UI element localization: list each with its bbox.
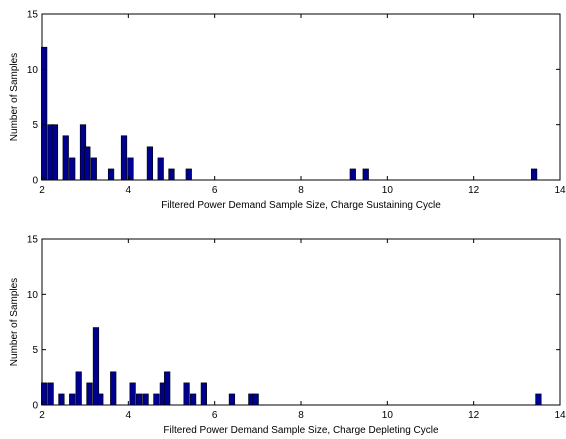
plot-area	[41, 13, 561, 181]
x-tick-label: 8	[298, 185, 304, 196]
histogram-bar	[86, 382, 93, 406]
y-tick-label: 10	[27, 65, 39, 76]
histogram-bar	[252, 393, 259, 406]
histogram-bar	[153, 393, 160, 406]
y-tick-label: 15	[27, 10, 39, 21]
x-tick-label: 2	[39, 185, 45, 196]
y-tick-label: 15	[27, 235, 39, 246]
bar-series	[41, 46, 538, 181]
histogram-bar	[183, 382, 190, 406]
histogram-bar	[168, 168, 175, 181]
y-axis-ticks: 0 5 10 15	[27, 235, 560, 412]
x-axis-ticks: 2 4 6 8 10 12 14	[39, 239, 566, 421]
histogram-bar	[535, 393, 542, 406]
histogram-bar	[47, 382, 54, 406]
histogram-bar	[362, 168, 369, 181]
x-tick-label: 10	[382, 185, 394, 196]
histogram-bar	[69, 393, 76, 406]
histogram-bar	[200, 382, 207, 406]
histogram-bar	[97, 393, 104, 406]
histogram-bar	[107, 168, 115, 181]
histogram-bar	[146, 146, 154, 181]
y-tick-label: 5	[32, 345, 38, 356]
x-tick-label: 2	[39, 410, 45, 421]
charge-depleting-histogram: 2 4 6 8 10 12 14 0 5 10 15 Filtered Power Demand …	[9, 235, 566, 437]
histogram-bar	[164, 371, 171, 406]
histogram-bar	[136, 393, 143, 406]
plot-area	[41, 238, 561, 406]
x-tick-label: 14	[554, 185, 566, 196]
y-tick-label: 0	[32, 401, 38, 412]
x-tick-label: 12	[468, 410, 480, 421]
x-tick-label: 4	[126, 410, 132, 421]
histogram-bar	[41, 46, 48, 181]
histogram-bar	[228, 393, 236, 406]
histogram-bar	[90, 157, 97, 181]
x-tick-label: 10	[382, 410, 394, 421]
histogram-bar	[157, 157, 164, 181]
histogram-bar	[185, 168, 192, 181]
histogram-bar	[75, 371, 82, 406]
x-tick-label: 12	[468, 185, 480, 196]
bar-series	[41, 327, 542, 406]
histogram-bar	[110, 371, 117, 406]
histogram-bar	[142, 393, 149, 406]
x-tick-label: 6	[212, 185, 218, 196]
histogram-bar	[120, 135, 128, 181]
x-tick-label: 14	[554, 410, 566, 421]
charge-sustaining-histogram: 2 4 6 8 10 12 14 0 5 10 15 Filtered Power Demand …	[9, 10, 566, 212]
histogram-bar	[129, 382, 136, 406]
x-tick-label: 6	[212, 410, 218, 421]
y-axis-title: Number of Samples	[9, 53, 20, 141]
y-axis-ticks: 0 5 10 15	[27, 10, 560, 187]
histogram-bar	[62, 135, 69, 181]
histogram-bar	[92, 327, 100, 406]
histogram-bar	[127, 157, 134, 181]
x-axis-title: Filtered Power Demand Sample Size, Charg…	[161, 200, 441, 211]
x-axis-ticks: 2 4 6 8 10 12 14	[39, 14, 566, 196]
histogram-bar	[58, 393, 65, 406]
histogram-bar	[189, 393, 197, 406]
histogram-bar	[530, 168, 538, 181]
histogram-bar	[84, 146, 91, 181]
x-tick-label: 4	[126, 185, 132, 196]
histogram-bar	[69, 157, 76, 181]
y-tick-label: 5	[32, 120, 38, 131]
x-tick-label: 8	[298, 410, 304, 421]
histogram-bar	[51, 124, 59, 181]
y-tick-label: 10	[27, 290, 39, 301]
y-axis-title: Number of Samples	[9, 278, 20, 366]
x-axis-title: Filtered Power Demand Sample Size, Charg…	[163, 425, 439, 436]
histogram-bar	[349, 168, 356, 181]
y-tick-label: 0	[32, 176, 38, 187]
